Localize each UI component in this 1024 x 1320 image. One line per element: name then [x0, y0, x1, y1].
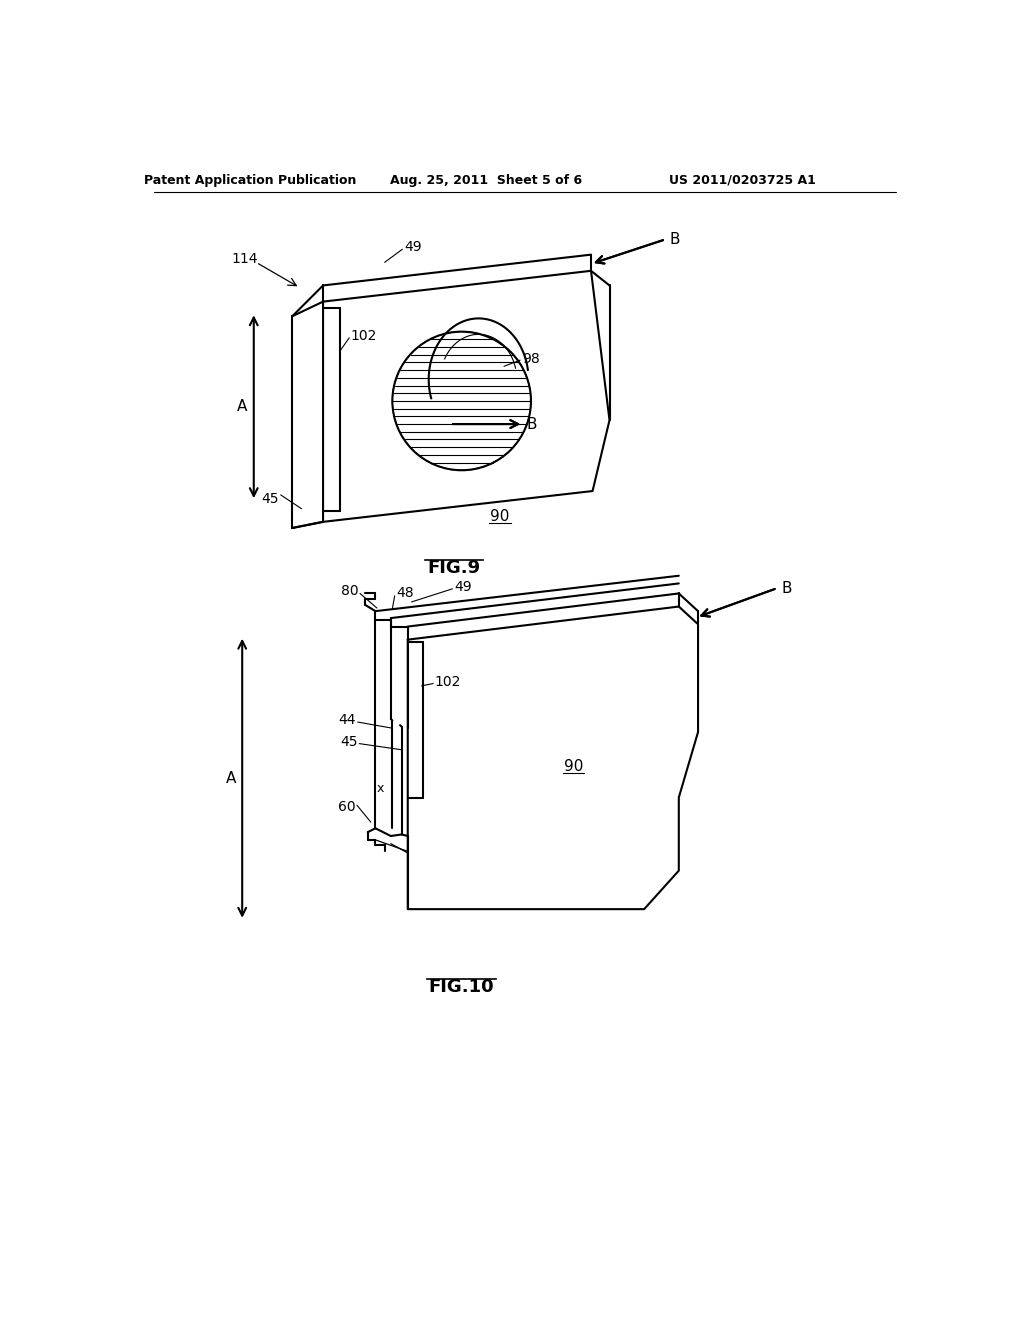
Text: 102: 102: [351, 329, 377, 342]
Text: FIG.9: FIG.9: [427, 558, 480, 577]
Text: 45: 45: [262, 492, 280, 506]
Text: 49: 49: [454, 579, 472, 594]
Text: 80: 80: [341, 585, 358, 598]
Text: FIG.10: FIG.10: [429, 978, 495, 997]
Text: 49: 49: [403, 240, 422, 253]
Text: A: A: [225, 771, 237, 785]
Text: 45: 45: [340, 735, 357, 748]
Text: 60: 60: [338, 800, 355, 813]
Text: B: B: [781, 581, 792, 595]
Text: Aug. 25, 2011  Sheet 5 of 6: Aug. 25, 2011 Sheet 5 of 6: [390, 174, 583, 187]
Text: 114: 114: [231, 252, 258, 265]
Text: 90: 90: [490, 510, 510, 524]
Text: 90: 90: [563, 759, 583, 775]
Text: x: x: [377, 781, 384, 795]
Text: B: B: [526, 417, 537, 432]
Text: B: B: [670, 232, 680, 247]
Text: 102: 102: [435, 675, 461, 689]
Text: A: A: [238, 399, 248, 414]
Text: Patent Application Publication: Patent Application Publication: [143, 174, 356, 187]
Text: 44: 44: [339, 714, 356, 727]
Text: 48: 48: [396, 586, 414, 601]
Text: 98: 98: [521, 351, 540, 366]
Text: US 2011/0203725 A1: US 2011/0203725 A1: [670, 174, 816, 187]
